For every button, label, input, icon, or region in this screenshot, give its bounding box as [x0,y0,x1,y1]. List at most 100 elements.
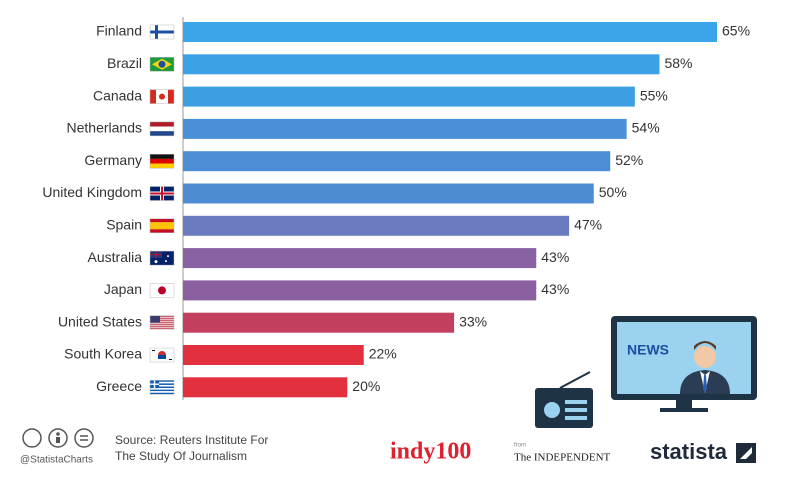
value-label: 52% [615,152,643,168]
flag-part [154,260,158,264]
category-label: Finland [96,23,142,39]
flag-part [150,315,174,317]
value-label: 20% [352,378,380,394]
category-label: Netherlands [67,120,143,136]
flag-part [150,30,174,34]
bar [183,183,594,204]
flag [149,121,175,137]
flag [149,315,175,330]
flag-part [150,383,174,385]
bar [183,345,364,365]
value-label: 43% [541,281,569,297]
flag-part [158,355,166,359]
flag-part [161,186,163,201]
indy-logo: indy100 [390,439,471,465]
flag-part [159,93,165,100]
flag-part [150,392,174,395]
flag [149,153,175,169]
flag-part [150,131,174,136]
flag [149,250,175,266]
value-label: 55% [640,87,668,103]
flag [149,57,175,72]
flag-part [150,229,174,233]
value-label: 33% [459,313,487,329]
bar [183,54,660,75]
flag-border [149,57,175,72]
bar [183,151,611,172]
flag-border [149,315,175,330]
category-label: Germany [84,152,142,168]
flag-part [150,163,174,169]
bar [183,377,348,398]
flag [149,347,175,363]
flag-part [150,386,174,389]
bar [183,86,635,107]
flag-border [149,24,175,40]
statista-logo: statista [650,439,728,464]
rows: Finland 65% Brazil 58% Canada 55% Netherlands 5… [42,22,750,398]
flag-part [150,222,174,230]
value-label: 43% [541,249,569,265]
flag-border [149,186,175,201]
flag-part [158,60,166,68]
category-label: Japan [104,281,142,297]
flag-part [150,391,174,393]
flag-border [149,380,175,395]
bar [183,118,627,139]
flag-part [150,154,174,159]
flag-part [150,389,174,392]
independent-logo: The INDEPENDENT [514,452,611,464]
flag-part [150,381,174,384]
flag-part [150,380,174,382]
flag-part [150,315,160,323]
flag-border [149,347,175,363]
flag-part [168,89,174,104]
flag-part [150,121,174,127]
tv-illustration: NEWS [611,316,757,412]
from-label: from [514,443,526,449]
flag-part [155,251,157,259]
flag-part [150,317,174,319]
category-label: Brazil [107,55,142,71]
flag-part [158,286,166,295]
flag-border [149,283,175,298]
radio-illustration [535,371,593,428]
flag [149,283,175,298]
flag-border [149,250,175,266]
flag-part [150,327,174,329]
category-label: United Kingdom [42,184,142,200]
source-line: Source: Reuters Institute For [115,433,268,447]
category-label: Australia [88,249,143,265]
value-label: 50% [599,184,627,200]
flag-border [149,89,175,104]
flag-part [169,359,172,360]
flag [149,89,175,104]
handle: @StatistaCharts [20,455,93,466]
flag-part [150,89,156,104]
bar [183,312,455,333]
bar [183,22,717,42]
flag-part [152,350,155,351]
statista-mark [736,443,756,463]
flag-border [149,153,175,169]
bar [183,215,570,236]
flag-border [149,218,175,234]
source-line: The Study Of Journalism [115,449,247,463]
value-label: 65% [722,23,750,39]
flag-part [150,384,174,387]
bar [183,280,537,301]
flag-part [150,321,174,323]
flag-part [150,218,174,223]
flag-border [149,121,175,137]
news-label: NEWS [627,342,669,358]
value-label: 47% [574,217,602,233]
category-label: Greece [96,378,142,394]
bar [183,248,537,269]
flag [149,218,175,234]
flag-part [165,260,167,263]
flag [149,24,175,40]
cc-icons [22,428,94,448]
flag-part [150,158,174,164]
